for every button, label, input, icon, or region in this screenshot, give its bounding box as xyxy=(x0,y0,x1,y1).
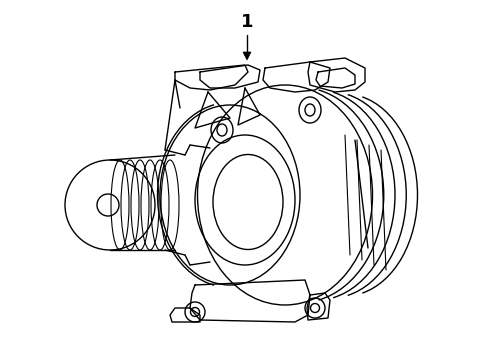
Text: 1: 1 xyxy=(241,13,253,31)
Polygon shape xyxy=(243,52,251,60)
